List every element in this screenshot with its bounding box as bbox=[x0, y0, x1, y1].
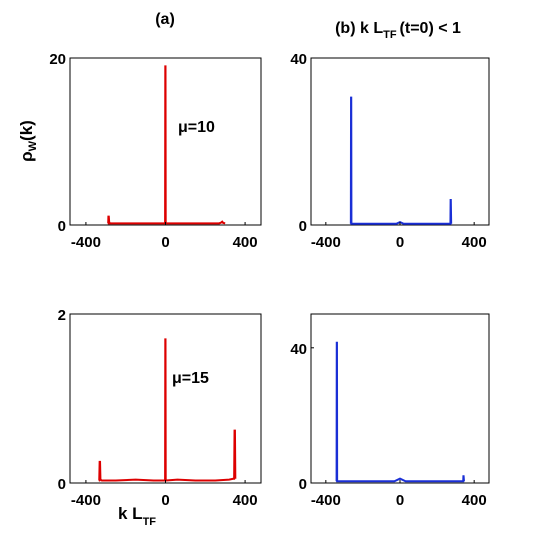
y-label-tail: (k) bbox=[17, 120, 36, 141]
y-label-main: ρ bbox=[17, 151, 36, 162]
x-tick-label: 0 bbox=[396, 234, 404, 251]
y-tick-label: 0 bbox=[58, 218, 66, 235]
x-tick-label: 0 bbox=[161, 234, 169, 251]
series-line-0 bbox=[98, 338, 237, 482]
x-tick-label: -400 bbox=[71, 234, 101, 251]
title-post: (t=0) < 1 bbox=[400, 20, 461, 37]
title-pre: (b) k L bbox=[335, 20, 383, 37]
series-line-0 bbox=[349, 96, 453, 225]
x-axis-label: k LTF bbox=[118, 504, 156, 528]
annotation-mu: μ=15 bbox=[172, 370, 209, 387]
x-tick-label: 400 bbox=[233, 492, 258, 509]
panel-bottom-left: -400 0 400 0 2 μ=15 k LTF bbox=[58, 307, 262, 528]
y-tick-label: 0 bbox=[299, 218, 307, 235]
x-tick-label: -400 bbox=[311, 492, 341, 509]
plot-area: -400 0 400 0 20 bbox=[49, 51, 257, 251]
y-axis-label: ρW(k) bbox=[17, 120, 39, 162]
title-sub: TF bbox=[383, 29, 397, 41]
series-line-0 bbox=[335, 341, 465, 483]
x-label-main: k L bbox=[118, 504, 143, 523]
annotation-mu: μ=10 bbox=[178, 119, 215, 136]
y-tick-label: 0 bbox=[58, 476, 66, 493]
plot-area: -400 0 400 0 2 bbox=[58, 307, 258, 509]
x-tick-label: 0 bbox=[161, 492, 169, 509]
y-tick-label: 40 bbox=[290, 51, 307, 68]
x-label-sub: TF bbox=[143, 516, 157, 528]
panel-top-left: -400 0 400 0 20 (a) μ=10 ρW(k) bbox=[17, 11, 262, 251]
y-tick-label: 2 bbox=[58, 307, 66, 324]
x-tick-label: 400 bbox=[462, 234, 487, 251]
plot-frame bbox=[310, 57, 490, 226]
panel-title: (a) bbox=[155, 11, 175, 28]
panel-title: (b) k LTF (t=0) < 1 bbox=[335, 20, 461, 41]
x-tick-label: -400 bbox=[71, 492, 101, 509]
y-tick-label: 20 bbox=[49, 51, 66, 68]
y-label-sub: W bbox=[27, 140, 39, 151]
y-tick-label: 0 bbox=[299, 476, 307, 493]
x-tick-label: 400 bbox=[233, 234, 258, 251]
y-tick-label: 40 bbox=[290, 341, 307, 358]
series-line-0 bbox=[107, 65, 226, 225]
x-tick-label: 400 bbox=[462, 492, 487, 509]
x-tick-label: -400 bbox=[311, 234, 341, 251]
x-tick-label: 0 bbox=[396, 492, 404, 509]
